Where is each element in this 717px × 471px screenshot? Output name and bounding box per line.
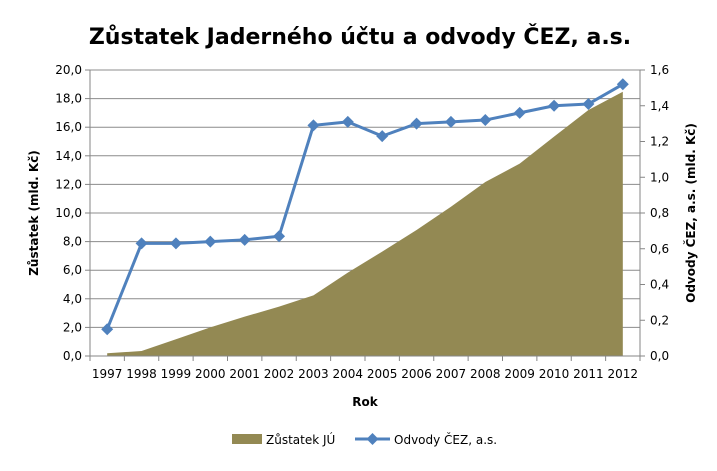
x-tick-label: 2005	[367, 367, 398, 381]
area-zustatek	[107, 91, 623, 357]
x-tick-label: 1999	[161, 367, 192, 381]
data-point-marker	[238, 233, 251, 246]
y2-tick-label: 1,4	[650, 99, 669, 113]
data-point-marker	[204, 235, 217, 248]
legend-diamond-marker	[366, 433, 379, 445]
y2-tick-label: 1,0	[650, 170, 669, 184]
y-tick-label: 6,0	[63, 263, 82, 277]
data-point-marker	[548, 99, 561, 112]
x-tick-label: 2002	[264, 367, 295, 381]
data-point-marker	[135, 237, 148, 250]
data-point-marker	[444, 115, 457, 128]
y-tick-label: 4,0	[63, 292, 82, 306]
x-axis-label: Rok	[352, 395, 378, 409]
y2-tick-label: 0,8	[650, 206, 669, 220]
x-tick-label: 2010	[539, 367, 570, 381]
data-point-marker	[410, 117, 423, 130]
line-odvody	[105, 82, 624, 330]
x-tick-label: 2006	[401, 367, 432, 381]
line-series	[101, 78, 629, 336]
legend: Zůstatek JÚ Odvody ČEZ, a.s.	[232, 432, 497, 447]
axes: 0,0 2,0 4,0 6,0 8,0 10,0 12,0 14,0 16,0 18,0 20,0 0…	[55, 63, 669, 381]
y2-tick-label: 0,2	[650, 313, 669, 327]
x-tick-label: 2012	[608, 367, 639, 381]
data-point-marker	[616, 78, 629, 91]
x-tick-label: 1998	[126, 367, 157, 381]
area-series	[107, 91, 623, 357]
y-tick-label: 12,0	[55, 177, 82, 191]
x-tick-label: 2001	[229, 367, 260, 381]
x-tick-label: 2003	[298, 367, 329, 381]
x-tick-label: 2011	[573, 367, 604, 381]
legend-area-swatch	[232, 434, 262, 444]
data-point-marker	[307, 119, 320, 132]
y-tick-label: 8,0	[63, 235, 82, 249]
y-tick-label: 16,0	[55, 120, 82, 134]
x-tick-label: 2007	[436, 367, 467, 381]
y2-tick-label: 1,2	[650, 135, 669, 149]
y2-axis-label: Odvody ČEZ, a.s. (mld. Kč)	[683, 123, 698, 303]
x-tick-label: 2008	[470, 367, 501, 381]
y2-tick-label: 1,6	[650, 63, 669, 77]
y-tick-label: 14,0	[55, 149, 82, 163]
data-point-marker	[479, 114, 492, 127]
y2-tick-label: 0,4	[650, 278, 669, 292]
x-tick-label: 2000	[195, 367, 226, 381]
data-point-marker	[273, 230, 286, 243]
y2-tick-label: 0,0	[650, 349, 669, 363]
chart-title: Zůstatek Jaderného účtu a odvody ČEZ, a.…	[89, 24, 631, 50]
x-tick-label: 2004	[333, 367, 364, 381]
y-axis-label: Zůstatek (mld. Kč)	[27, 150, 41, 276]
data-point-marker	[169, 237, 182, 250]
data-point-marker	[582, 97, 595, 110]
data-point-marker	[341, 115, 354, 128]
x-tick-label: 1997	[92, 367, 123, 381]
y-tick-label: 10,0	[55, 206, 82, 220]
y2-tick-label: 0,6	[650, 242, 669, 256]
legend-area-label: Zůstatek JÚ	[266, 432, 335, 447]
y-tick-label: 0,0	[63, 349, 82, 363]
y-tick-label: 20,0	[55, 63, 82, 77]
data-point-marker	[376, 130, 389, 143]
data-point-marker	[513, 106, 526, 119]
legend-line-label: Odvody ČEZ, a.s.	[394, 432, 497, 447]
data-point-marker	[101, 323, 114, 336]
y-tick-label: 18,0	[55, 92, 82, 106]
y-tick-label: 2,0	[63, 320, 82, 334]
x-tick-label: 2009	[504, 367, 535, 381]
